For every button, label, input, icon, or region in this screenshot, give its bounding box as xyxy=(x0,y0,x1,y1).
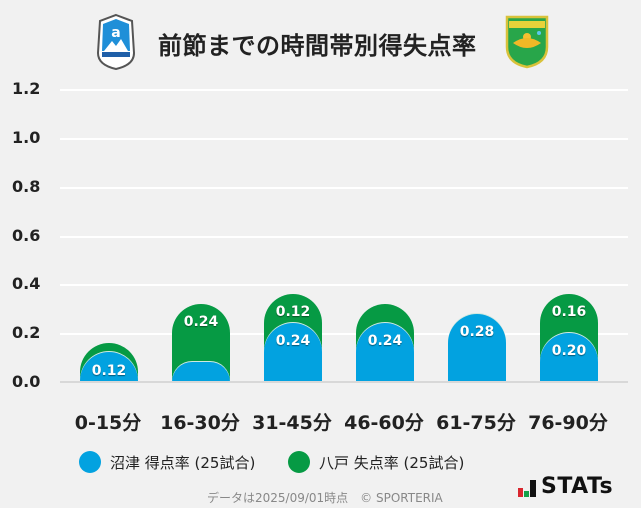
y-tick: 0.6 xyxy=(12,226,41,245)
stats-brand-text: STATs xyxy=(541,474,614,499)
value-label-away: 0.24 xyxy=(183,314,219,330)
x-label: 76-90分 xyxy=(528,412,608,434)
y-tick: 1.0 xyxy=(12,128,41,147)
y-tick: 0.4 xyxy=(12,274,41,293)
gridline-1.0 xyxy=(60,138,628,140)
svg-text:a: a xyxy=(111,25,120,41)
bar-home-61-75 xyxy=(448,314,506,382)
gridline-0.2 xyxy=(60,333,628,335)
x-label: 31-45分 xyxy=(252,412,332,434)
y-tick: 0.8 xyxy=(12,177,41,196)
legend-dot-blue-icon xyxy=(79,451,101,473)
bar-chart-icon xyxy=(518,480,536,497)
legend-label-home: 沼津 得点率 (25試合) xyxy=(110,453,256,472)
legend-item-home: 沼津 得点率 (25試合) xyxy=(79,451,255,473)
x-axis-line xyxy=(60,381,628,383)
stats-brand-logo: STATs xyxy=(517,476,613,498)
value-label-away: 0.12 xyxy=(275,304,311,320)
y-tick: 1.2 xyxy=(12,79,41,98)
x-label: 16-30分 xyxy=(160,412,240,434)
value-label-home: 0.28 xyxy=(459,324,495,340)
x-label: 61-75分 xyxy=(436,412,516,434)
legend-item-away: 八戸 失点率 (25試合) xyxy=(288,451,464,473)
data-note: データは2025/09/01時点 © SPORTERIA xyxy=(207,491,443,505)
gridline-0.8 xyxy=(60,187,628,189)
bar-home-76-90 xyxy=(540,333,598,382)
bar-home-46-60 xyxy=(356,323,414,382)
legend-label-away: 八戸 失点率 (25試合) xyxy=(319,453,465,472)
value-label-home: 0.24 xyxy=(275,333,311,349)
value-label-home: 0.12 xyxy=(91,363,127,379)
bar-home-16-30 xyxy=(172,362,230,382)
x-label: 0-15分 xyxy=(74,412,142,434)
chart-title: 前節までの時間帯別得失点率 xyxy=(158,32,477,60)
bar-home-31-45 xyxy=(264,323,322,382)
legend-dot-green-icon xyxy=(288,451,310,473)
value-label-away: 0.16 xyxy=(551,304,587,320)
gridline-0.4 xyxy=(60,284,628,286)
x-label: 46-60分 xyxy=(344,412,424,434)
gridline-1.2 xyxy=(60,89,628,91)
value-label-home: 0.20 xyxy=(551,343,587,359)
azul-claro-crest-icon: a xyxy=(96,13,136,75)
vanraure-crest-icon xyxy=(503,13,551,73)
y-tick: 0.2 xyxy=(12,323,41,342)
y-tick: 0.0 xyxy=(12,372,41,391)
gridline-0.6 xyxy=(60,236,628,238)
value-label-home: 0.24 xyxy=(367,333,403,349)
